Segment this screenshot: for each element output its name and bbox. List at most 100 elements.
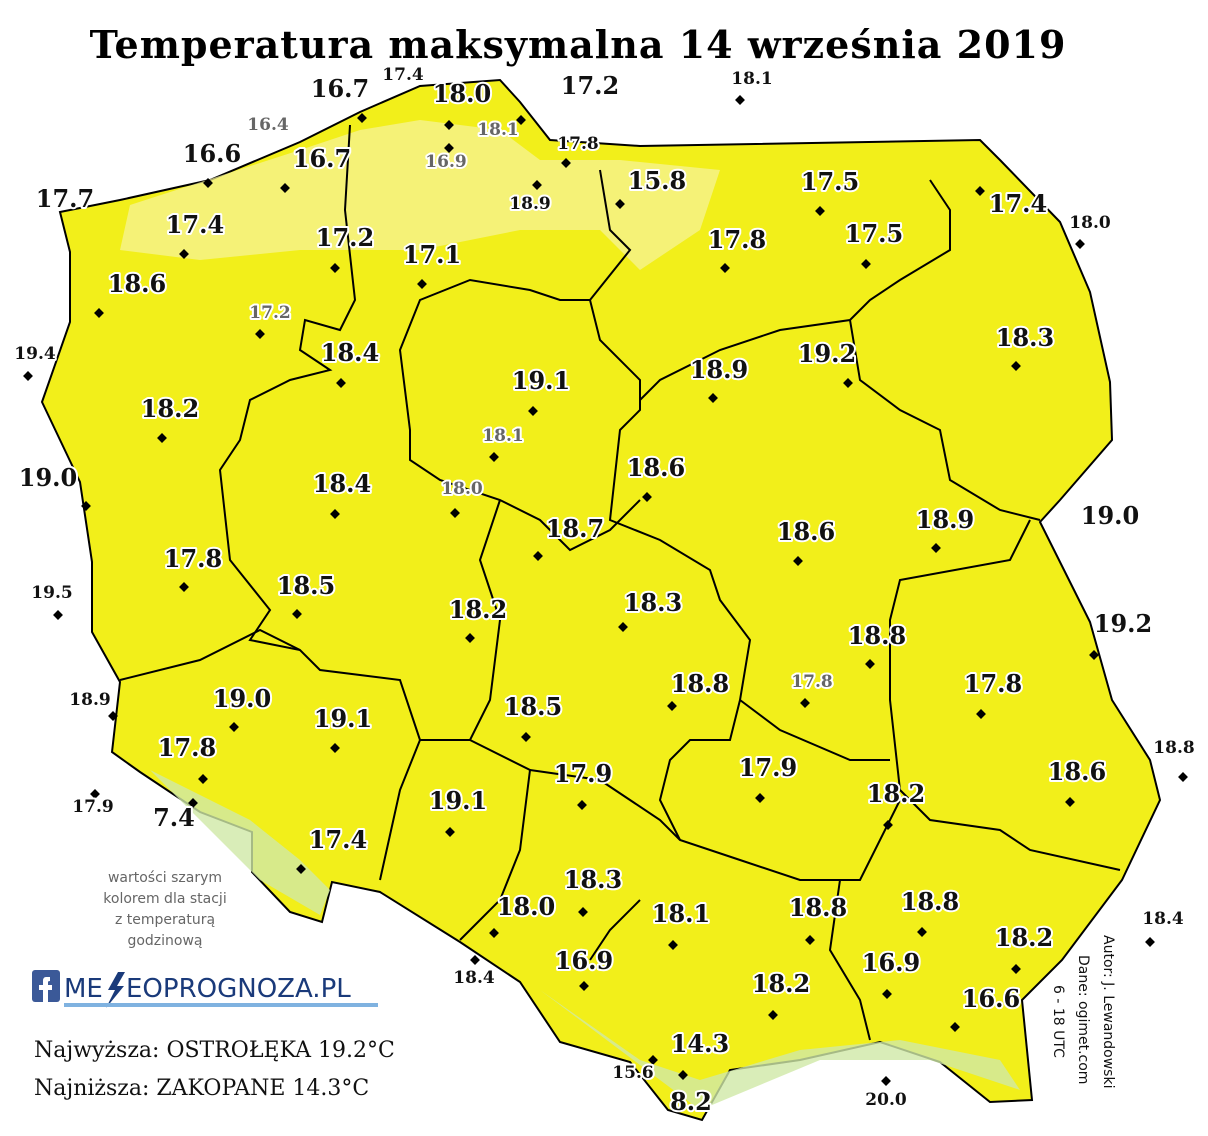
station-marker (805, 935, 815, 945)
station: 16.9 (860, 946, 922, 999)
note-line: kolorem dla stacji (103, 891, 226, 907)
station: 17.1 (401, 238, 463, 289)
station-temperature: 18.4 (453, 968, 495, 988)
station: 17.2 (314, 221, 376, 273)
station: 18.2 (139, 392, 201, 443)
station: 18.3 (618, 586, 684, 632)
logo: ME EOPROGNOZA.PL (32, 970, 378, 1008)
station-marker (975, 186, 985, 196)
station-marker (203, 178, 213, 188)
station: 18.7 (533, 512, 606, 561)
station-temperature: 18.2 (752, 969, 810, 998)
station-temperature: 19.2 (1094, 609, 1152, 638)
station: 17.2 (516, 69, 621, 125)
station: 15.6 (610, 1055, 658, 1085)
station-temperature: 20.0 (865, 1090, 907, 1110)
logo-text: ME (64, 974, 103, 1004)
regions (119, 124, 1121, 1041)
station-marker (678, 1070, 688, 1080)
station-temperature: 17.9 (739, 753, 797, 782)
station-temperature: 17.1 (403, 240, 461, 269)
station-temperature: 18.1 (477, 120, 518, 140)
station-temperature: 18.9 (690, 355, 748, 384)
station-marker (521, 732, 531, 742)
station-marker (642, 492, 652, 502)
station: 19.4 (12, 342, 58, 381)
station-marker (577, 800, 587, 810)
station-marker (465, 633, 475, 643)
station-marker (516, 115, 526, 125)
station-marker (444, 143, 454, 153)
station-temperature: 17.8 (158, 733, 216, 762)
station-temperature: 15.6 (612, 1063, 653, 1083)
station: 17.9 (70, 789, 116, 819)
station-temperature: 19.4 (14, 344, 56, 364)
station: 16.7 (280, 142, 353, 193)
station-marker (815, 206, 825, 216)
station-temperature: 18.5 (277, 571, 335, 600)
station-temperature: 18.0 (441, 479, 483, 499)
station-marker (157, 433, 167, 443)
station: 7.4 (151, 798, 198, 834)
note-line: wartości szarym (108, 870, 222, 886)
station-marker (578, 907, 588, 917)
station-marker (330, 509, 340, 519)
station-temperature: 17.2 (561, 71, 619, 100)
station-temperature: 18.8 (1153, 738, 1194, 758)
station-temperature: 17.8 (557, 134, 598, 154)
station: 18.4 (1140, 907, 1186, 947)
station: 18.1 (475, 118, 520, 142)
station: 17.5 (799, 165, 861, 216)
station-marker (800, 698, 810, 708)
station: 18.2 (865, 777, 927, 830)
station: 18.0 (431, 77, 493, 130)
station: 17.4 (380, 63, 426, 87)
station: 18.8 (1151, 736, 1197, 782)
station-temperature: 19.5 (31, 583, 72, 603)
station-marker (931, 543, 941, 553)
highest: Najwyższa: OSTROŁĘKA 19.2°C (34, 1038, 395, 1063)
station-temperature: 18.6 (1048, 757, 1106, 786)
station-temperature: 17.2 (249, 303, 290, 323)
note-line: z temperaturą (115, 912, 215, 928)
station-marker (179, 249, 189, 259)
station-temperature: 18.8 (671, 669, 729, 698)
station-marker (280, 183, 290, 193)
station-temperature: 16.9 (555, 946, 613, 975)
station-temperature: 17.8 (708, 225, 766, 254)
lighter-zone (120, 120, 720, 270)
station: 17.8 (162, 542, 224, 592)
station-temperature: 17.4 (166, 210, 224, 239)
station-marker (450, 508, 460, 518)
station: 18.4 (311, 467, 373, 519)
facebook-f (39, 977, 52, 1002)
station-marker (917, 927, 927, 937)
station: 17.4 (164, 208, 226, 259)
station-temperature: 17.4 (309, 825, 367, 854)
station: 18.8 (899, 885, 961, 937)
station-marker (648, 1055, 658, 1065)
station-marker (296, 864, 306, 874)
station: 20.0 (863, 1076, 909, 1112)
station: 18.2 (750, 967, 812, 1020)
station-marker (768, 1010, 778, 1020)
station: 18.9 (914, 503, 976, 553)
station: 18.0 (1067, 211, 1113, 249)
station-marker (861, 259, 871, 269)
station-temperature: 18.1 (652, 899, 710, 928)
station-marker (532, 180, 542, 190)
station: 18.8 (667, 667, 731, 711)
station-temperature: 18.9 (509, 194, 550, 214)
station-marker (561, 158, 571, 168)
station-temperature: 17.5 (801, 167, 859, 196)
station-marker (755, 793, 765, 803)
station: 18.1 (729, 67, 775, 105)
station-temperature: 18.8 (901, 887, 959, 916)
station-temperature: 17.9 (72, 797, 113, 817)
station: 18.9 (688, 353, 750, 403)
station: 19.1 (510, 364, 572, 416)
station-marker (735, 95, 745, 105)
station-marker (198, 774, 208, 784)
station-marker (528, 406, 538, 416)
station-temperature: 19.2 (798, 339, 856, 368)
